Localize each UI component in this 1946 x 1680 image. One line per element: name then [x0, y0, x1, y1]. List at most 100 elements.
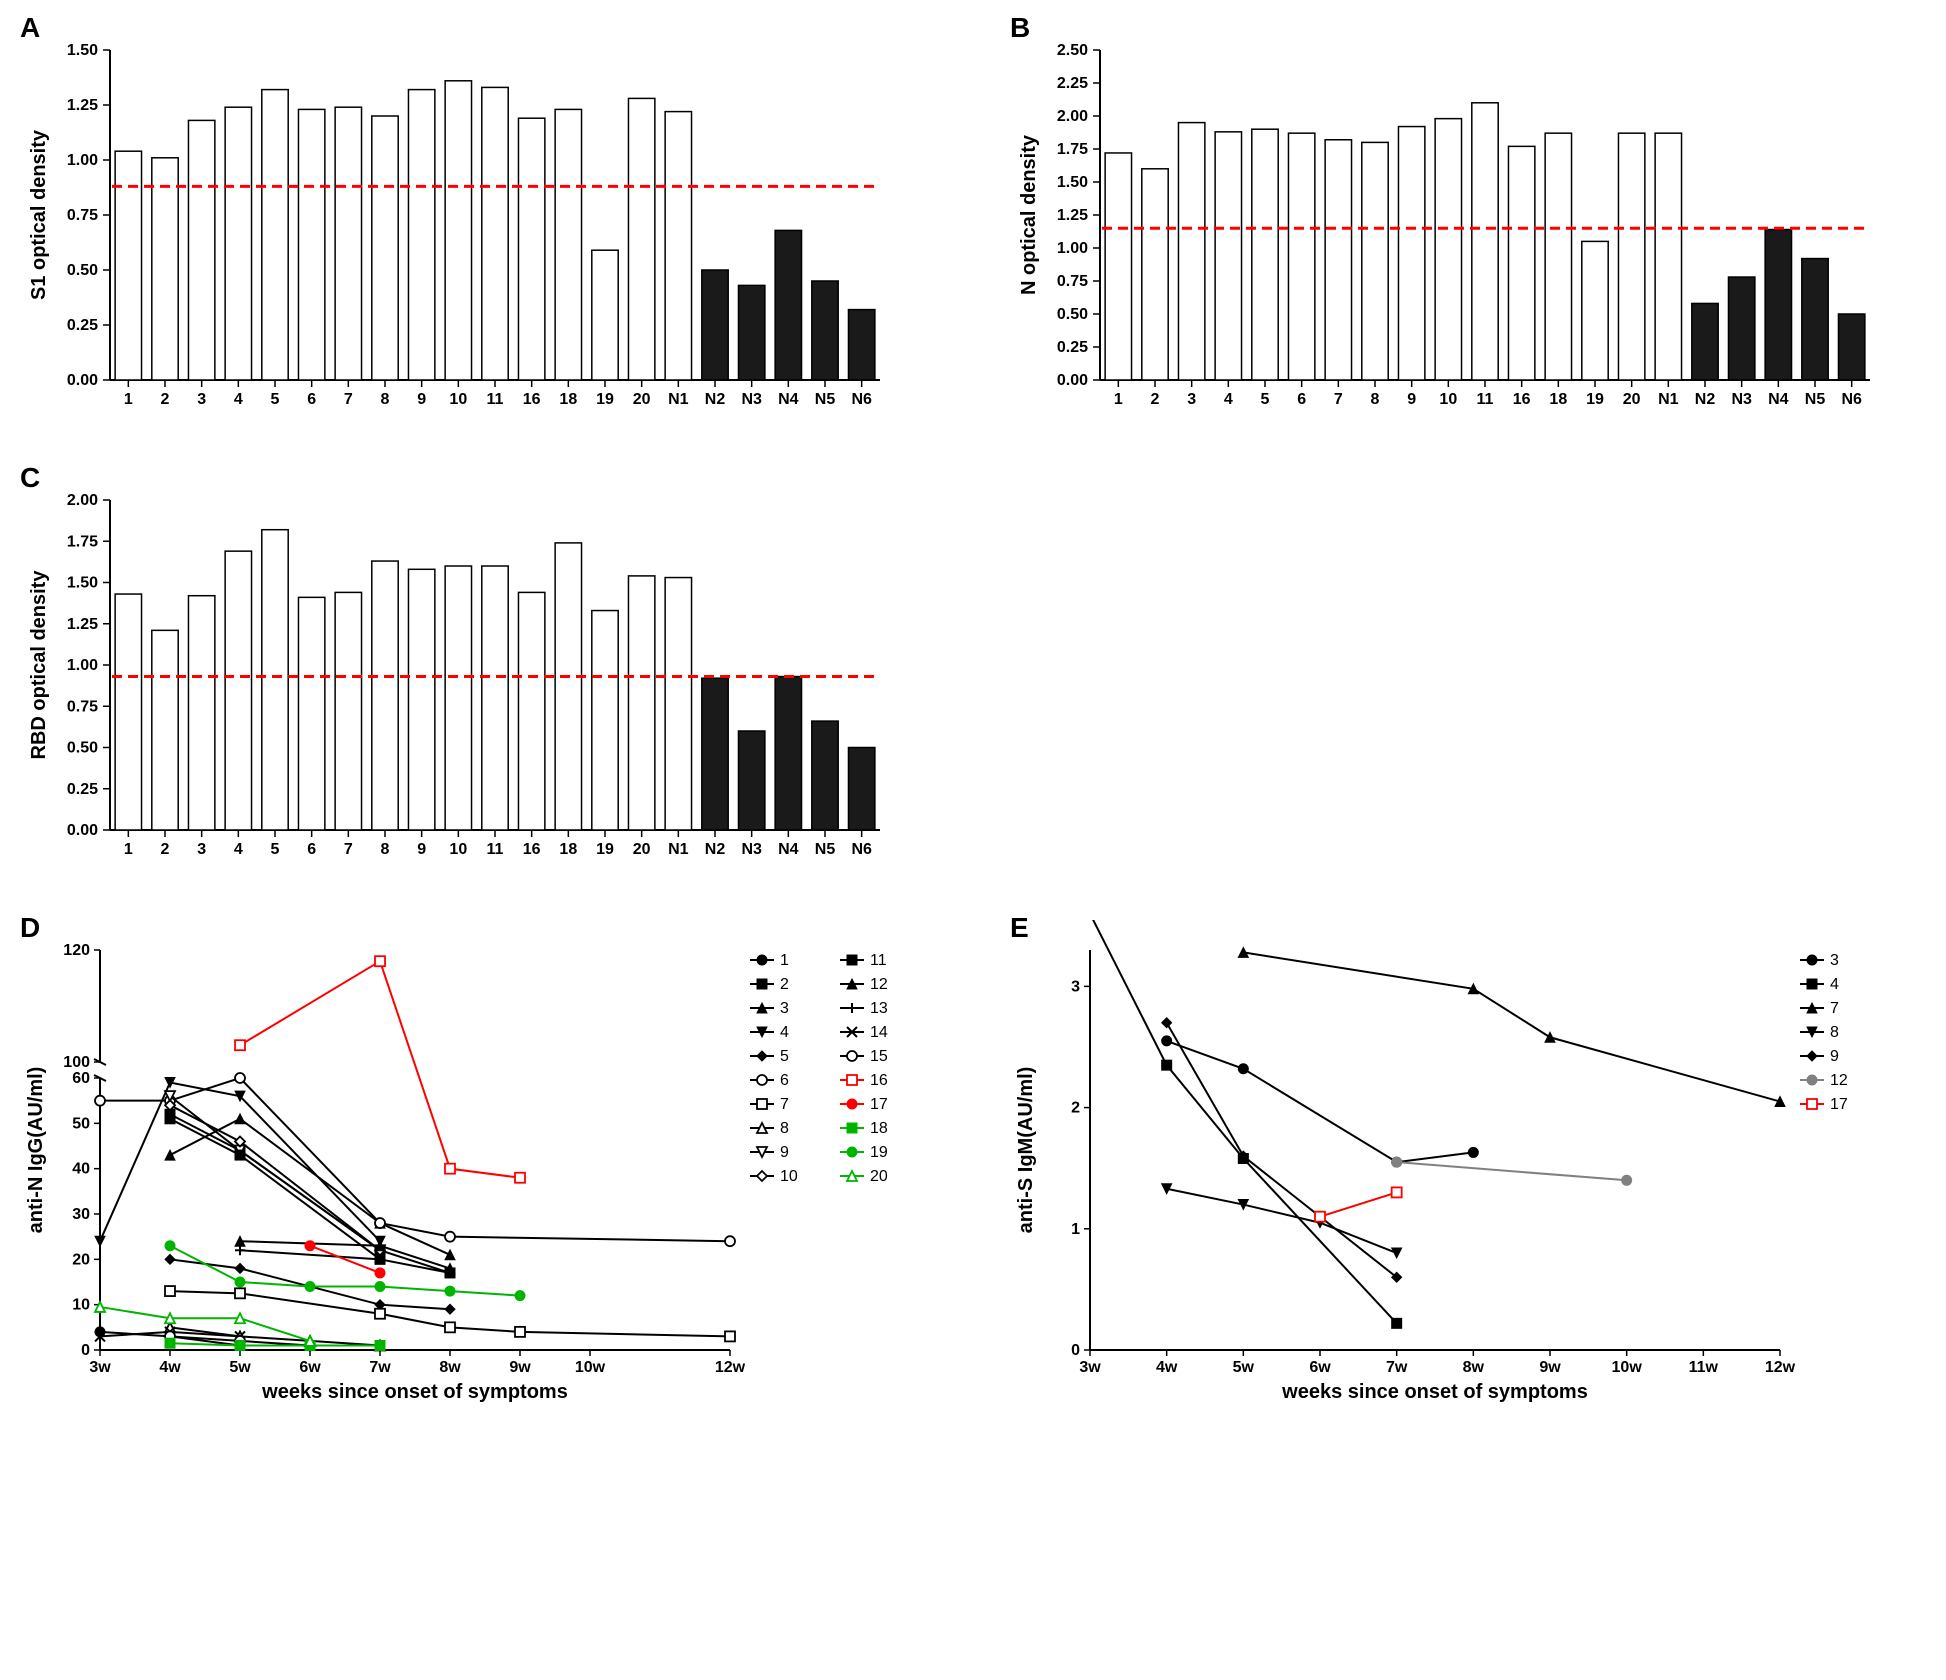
- legend-label: 14: [870, 1024, 888, 1041]
- bar-positive: [372, 116, 398, 380]
- svg-text:60: 60: [72, 1070, 90, 1087]
- svg-text:16: 16: [523, 841, 541, 858]
- legend-label: 2: [780, 976, 789, 993]
- svg-text:N1: N1: [1658, 391, 1679, 408]
- series-line: [240, 1241, 450, 1268]
- bar-positive: [225, 107, 251, 380]
- svg-text:3: 3: [1071, 978, 1080, 995]
- svg-text:0: 0: [1071, 1342, 1080, 1359]
- x-axis-label: weeks since onset of symptoms: [1281, 1381, 1588, 1403]
- svg-text:N3: N3: [741, 391, 762, 408]
- legend-label: 19: [870, 1144, 888, 1161]
- legend-label: 10: [780, 1168, 798, 1185]
- svg-text:40: 40: [72, 1161, 90, 1178]
- svg-text:9: 9: [417, 841, 426, 858]
- svg-text:4: 4: [234, 391, 243, 408]
- bar-positive: [298, 597, 324, 830]
- svg-text:18: 18: [559, 391, 577, 408]
- svg-text:16: 16: [523, 391, 541, 408]
- svg-text:6w: 6w: [1309, 1359, 1331, 1376]
- bar-positive: [152, 158, 178, 380]
- bar-negative: [812, 281, 838, 380]
- bar-positive: [408, 569, 434, 830]
- legend-label: 9: [1830, 1048, 1839, 1065]
- svg-text:N1: N1: [668, 391, 689, 408]
- bar-negative: [1728, 277, 1754, 380]
- series-line: [100, 1078, 730, 1241]
- bar-negative: [738, 285, 764, 380]
- svg-text:1.00: 1.00: [67, 657, 98, 674]
- svg-text:9w: 9w: [509, 1359, 531, 1376]
- series-line: [170, 1096, 380, 1250]
- bar-positive: [1142, 169, 1168, 380]
- svg-text:0.25: 0.25: [67, 781, 98, 798]
- svg-text:6: 6: [307, 841, 316, 858]
- bar-positive: [1325, 140, 1351, 380]
- svg-text:9w: 9w: [1539, 1359, 1561, 1376]
- legend-label: 9: [780, 1144, 789, 1161]
- svg-text:4w: 4w: [159, 1359, 181, 1376]
- svg-text:0.75: 0.75: [67, 698, 98, 715]
- svg-text:2: 2: [161, 841, 170, 858]
- svg-text:N3: N3: [1731, 391, 1752, 408]
- svg-text:19: 19: [1586, 391, 1604, 408]
- svg-text:8w: 8w: [439, 1359, 461, 1376]
- svg-text:11: 11: [487, 841, 504, 858]
- svg-text:N5: N5: [815, 841, 836, 858]
- svg-text:N6: N6: [851, 841, 872, 858]
- svg-text:20: 20: [72, 1251, 90, 1268]
- y-axis-label: RBD optical density: [28, 570, 50, 760]
- svg-text:1.75: 1.75: [67, 533, 98, 550]
- bar-positive: [1508, 146, 1534, 380]
- y-axis-label: N optical density: [1018, 134, 1040, 295]
- svg-text:10: 10: [1439, 391, 1457, 408]
- legend-label: 3: [1830, 952, 1839, 969]
- legend-label: 1: [780, 952, 789, 969]
- svg-text:N2: N2: [705, 841, 726, 858]
- svg-text:1: 1: [124, 391, 133, 408]
- bar-positive: [665, 112, 691, 380]
- bar-negative: [702, 270, 728, 380]
- svg-text:2: 2: [1071, 1100, 1080, 1117]
- bar-positive: [628, 98, 654, 380]
- series-line: [1320, 1192, 1397, 1216]
- svg-text:2.00: 2.00: [1057, 108, 1088, 125]
- svg-text:1.50: 1.50: [67, 575, 98, 592]
- x-axis-label: weeks since onset of symptoms: [261, 1381, 568, 1403]
- svg-text:N2: N2: [1695, 391, 1716, 408]
- svg-text:9: 9: [1407, 391, 1416, 408]
- svg-text:0.00: 0.00: [1057, 372, 1088, 389]
- svg-text:120: 120: [63, 942, 90, 959]
- bar-positive: [225, 551, 251, 830]
- svg-text:0.50: 0.50: [1057, 306, 1088, 323]
- bar-positive: [482, 566, 508, 830]
- bar-positive: [555, 109, 581, 380]
- svg-text:8w: 8w: [1463, 1359, 1485, 1376]
- panel-d: D0102030405060100120anti-N IgG(AU/ml)3w4…: [20, 920, 950, 1420]
- panel-label: B: [1010, 12, 1030, 44]
- svg-text:5: 5: [271, 841, 280, 858]
- series-line: [100, 1307, 310, 1341]
- svg-text:8: 8: [381, 391, 390, 408]
- legend-label: 8: [1830, 1024, 1839, 1041]
- svg-text:1.00: 1.00: [1057, 240, 1088, 257]
- legend-label: 16: [870, 1072, 888, 1089]
- legend-label: 7: [1830, 1000, 1839, 1017]
- svg-text:5: 5: [271, 391, 280, 408]
- bar-positive: [1215, 132, 1241, 380]
- bar-positive: [1398, 127, 1424, 380]
- svg-text:2.50: 2.50: [1057, 42, 1088, 59]
- svg-text:11: 11: [487, 391, 504, 408]
- bar-negative: [1802, 259, 1828, 380]
- svg-text:10w: 10w: [1612, 1359, 1643, 1376]
- legend-label: 3: [780, 1000, 789, 1017]
- legend-label: 13: [870, 1000, 888, 1017]
- panel-label: E: [1010, 912, 1029, 944]
- svg-text:0: 0: [81, 1342, 90, 1359]
- y-axis-label: S1 optical density: [28, 129, 50, 300]
- bar-positive: [335, 107, 361, 380]
- svg-text:10: 10: [449, 841, 467, 858]
- panel-a: A0.000.250.500.751.001.251.50S1 optical …: [20, 20, 950, 440]
- figure-grid: A0.000.250.500.751.001.251.50S1 optical …: [20, 20, 1926, 1420]
- svg-text:3: 3: [1187, 391, 1196, 408]
